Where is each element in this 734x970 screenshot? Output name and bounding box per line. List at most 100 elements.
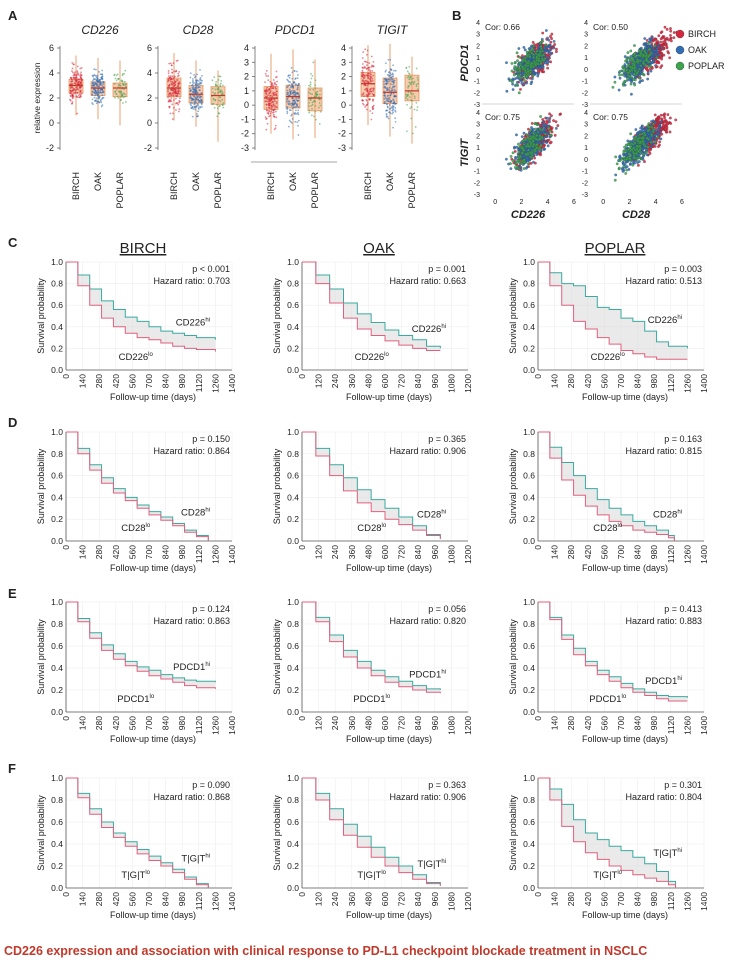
y-tick-label: 2 bbox=[584, 133, 588, 140]
data-point bbox=[287, 74, 290, 77]
data-point bbox=[286, 86, 289, 89]
scatter-point bbox=[640, 157, 643, 161]
scatter-point bbox=[545, 141, 548, 144]
scatter-point bbox=[522, 167, 526, 170]
data-point bbox=[266, 109, 268, 112]
scatter-point bbox=[533, 59, 536, 63]
data-point bbox=[168, 62, 171, 65]
data-point bbox=[363, 67, 365, 70]
scatter-point bbox=[669, 34, 672, 37]
data-point bbox=[169, 78, 172, 81]
data-point bbox=[217, 88, 220, 91]
y-tick-label: 0 bbox=[476, 67, 480, 74]
data-point bbox=[113, 83, 116, 85]
data-point bbox=[297, 134, 300, 136]
scatter-point bbox=[515, 133, 518, 137]
category-label: OAK bbox=[288, 172, 298, 191]
data-point bbox=[311, 93, 314, 96]
data-point bbox=[274, 91, 276, 94]
data-point bbox=[311, 107, 313, 110]
data-point bbox=[318, 102, 321, 104]
scatter-point bbox=[530, 61, 534, 65]
y-axis-label: Survival probability bbox=[36, 278, 46, 354]
scatter-point bbox=[516, 59, 519, 62]
data-point bbox=[198, 100, 201, 102]
data-point bbox=[266, 98, 269, 101]
data-point bbox=[269, 85, 272, 88]
scatter-point bbox=[510, 62, 514, 65]
scatter-point bbox=[668, 56, 672, 60]
data-point bbox=[219, 85, 222, 88]
data-point bbox=[310, 77, 313, 80]
data-point bbox=[393, 69, 395, 72]
scatter-point bbox=[651, 119, 655, 123]
data-point bbox=[308, 101, 311, 104]
scatter-point bbox=[644, 128, 648, 132]
data-point bbox=[174, 80, 176, 83]
data-point bbox=[195, 90, 197, 92]
data-point bbox=[265, 92, 268, 95]
data-point bbox=[192, 85, 195, 88]
data-point bbox=[394, 117, 397, 120]
data-point bbox=[73, 82, 76, 85]
scatter-point bbox=[637, 130, 640, 134]
scatter-point bbox=[633, 52, 637, 56]
scatter-point bbox=[532, 131, 535, 135]
scatter-point bbox=[522, 45, 526, 49]
scatter-point bbox=[553, 43, 557, 46]
data-point bbox=[73, 71, 76, 74]
data-point bbox=[170, 83, 173, 86]
y-tick-label: 2 bbox=[244, 72, 249, 82]
data-point bbox=[309, 88, 312, 91]
data-point bbox=[368, 66, 371, 69]
data-point bbox=[221, 90, 224, 93]
scatter-point bbox=[639, 52, 643, 56]
scatter-point bbox=[526, 144, 530, 148]
data-point bbox=[124, 101, 127, 103]
data-point bbox=[265, 118, 267, 120]
data-point bbox=[71, 90, 74, 93]
scatter-point bbox=[660, 30, 664, 34]
scatter-point bbox=[541, 118, 545, 121]
data-point bbox=[394, 89, 397, 92]
data-point bbox=[386, 109, 389, 112]
data-point bbox=[268, 104, 271, 107]
scatter-point bbox=[522, 160, 526, 164]
data-point bbox=[91, 90, 94, 93]
data-point bbox=[372, 87, 375, 90]
data-point bbox=[286, 100, 288, 103]
scatter-point bbox=[555, 47, 558, 51]
scatter-point bbox=[541, 141, 545, 145]
data-point bbox=[297, 124, 299, 127]
y-tick-label: 2 bbox=[476, 133, 480, 140]
data-point bbox=[416, 76, 419, 79]
data-point bbox=[99, 81, 102, 84]
data-point bbox=[211, 79, 214, 82]
data-point bbox=[91, 93, 93, 96]
scatter-point bbox=[632, 156, 636, 160]
data-point bbox=[309, 85, 312, 88]
data-point bbox=[416, 88, 419, 91]
scatter-point bbox=[636, 144, 639, 148]
data-point bbox=[172, 77, 175, 80]
data-point bbox=[265, 100, 268, 103]
data-point bbox=[71, 70, 73, 72]
data-point bbox=[269, 112, 272, 115]
data-point bbox=[274, 104, 276, 107]
data-point bbox=[265, 128, 268, 131]
data-point bbox=[388, 86, 391, 89]
data-point bbox=[288, 80, 290, 83]
data-point bbox=[270, 99, 273, 101]
x-tick-label: 0 bbox=[297, 374, 307, 379]
hazard-ratio: Hazard ratio: 0.663 bbox=[389, 276, 466, 286]
data-point bbox=[178, 81, 181, 83]
y-tick-label: -2 bbox=[582, 180, 588, 187]
data-point bbox=[372, 94, 375, 96]
data-point bbox=[392, 83, 395, 86]
data-point bbox=[171, 103, 174, 106]
scatter-point bbox=[546, 144, 550, 148]
scatter-point bbox=[641, 127, 644, 131]
data-point bbox=[361, 80, 364, 83]
data-point bbox=[413, 97, 416, 100]
